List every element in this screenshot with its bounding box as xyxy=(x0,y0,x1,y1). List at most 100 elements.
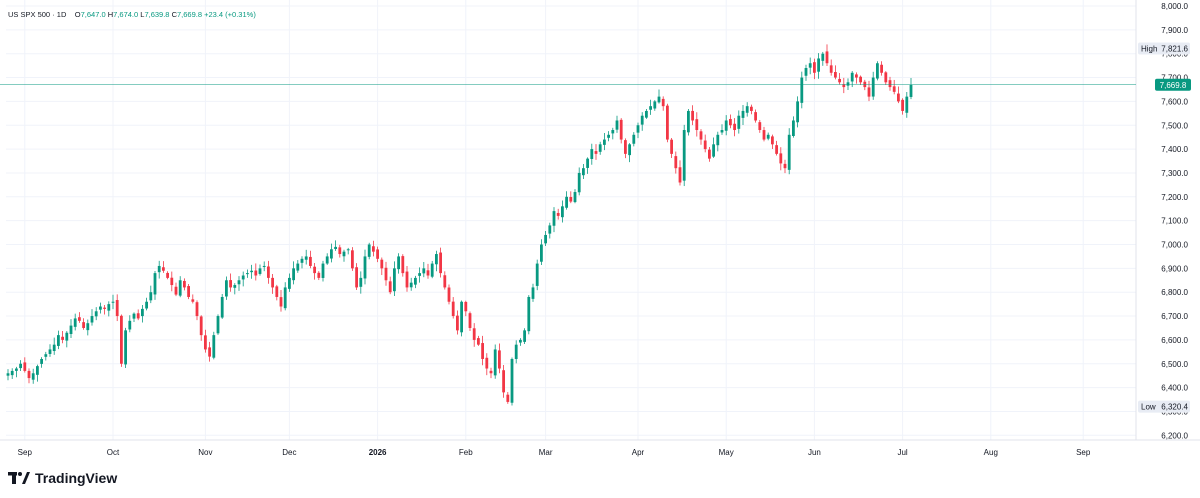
candle-body xyxy=(708,149,711,159)
candle xyxy=(888,76,892,91)
candle-body xyxy=(531,287,535,299)
candle-body xyxy=(603,139,606,145)
candle-body xyxy=(10,370,14,376)
symbol-name[interactable]: US SPX 500 xyxy=(8,10,51,19)
candle xyxy=(842,77,846,94)
candle xyxy=(10,368,14,379)
candle-body xyxy=(23,362,27,371)
candle-body xyxy=(40,358,43,364)
candle-body xyxy=(871,77,875,97)
candle-body xyxy=(69,325,73,334)
candle-body xyxy=(733,123,736,131)
candle xyxy=(27,368,31,384)
candle xyxy=(262,261,266,272)
candle-body xyxy=(128,320,132,330)
candle-body xyxy=(586,158,589,168)
candle-body xyxy=(628,144,631,156)
candle xyxy=(787,128,791,175)
candle-body xyxy=(632,134,636,144)
candle xyxy=(871,71,875,100)
x-tick-label: Sep xyxy=(1076,448,1091,457)
candle xyxy=(241,271,245,287)
candle-body xyxy=(519,339,522,343)
candle xyxy=(397,253,400,274)
candle-body xyxy=(863,81,867,88)
y-tick-label: 7,600.0 xyxy=(1161,97,1188,106)
low-marker-label: Low xyxy=(1141,403,1156,412)
tradingview-brand[interactable]: TradingView xyxy=(8,470,117,486)
candle xyxy=(859,75,862,85)
candle xyxy=(502,364,505,398)
candle xyxy=(519,338,522,346)
candle xyxy=(115,294,119,322)
candle xyxy=(208,341,211,362)
candle-body xyxy=(170,277,174,286)
candle xyxy=(107,301,111,317)
candle-body xyxy=(737,115,741,129)
x-tick-label: Oct xyxy=(107,448,120,457)
low-value: 7,639.8 xyxy=(144,10,170,19)
candle-body xyxy=(754,112,757,121)
candle-body xyxy=(262,265,266,267)
interval-label[interactable]: 1D xyxy=(56,10,67,19)
candle xyxy=(586,157,589,174)
candle-body xyxy=(380,259,384,269)
candle xyxy=(199,315,203,341)
candle-body xyxy=(829,65,833,73)
candle xyxy=(615,115,619,133)
candle xyxy=(170,271,174,292)
candle-body xyxy=(897,93,900,102)
candle xyxy=(510,357,514,406)
candle-body xyxy=(216,316,220,334)
candle xyxy=(687,108,690,136)
candle-body xyxy=(393,268,396,292)
candle xyxy=(733,118,736,137)
candle-body xyxy=(288,277,291,289)
candle-body xyxy=(556,212,560,216)
candle-body xyxy=(220,296,224,318)
candle-body xyxy=(464,301,468,312)
candle-body xyxy=(485,357,489,369)
y-tick-label: 6,900.0 xyxy=(1161,264,1188,273)
candle xyxy=(825,44,829,67)
candle xyxy=(880,61,883,76)
time-axis[interactable]: Sep Oct Nov Dec 2026 Feb Mar Apr May Jun Jul Aug Sep xyxy=(18,448,1091,457)
candle xyxy=(153,271,157,300)
candle xyxy=(296,260,300,273)
candle-body xyxy=(44,354,48,357)
high-label: H xyxy=(107,10,114,19)
candle xyxy=(603,132,606,151)
candle xyxy=(775,140,778,156)
candle xyxy=(225,276,228,300)
candle xyxy=(834,65,837,80)
candle xyxy=(472,323,476,347)
candle xyxy=(23,357,27,373)
candle xyxy=(422,262,426,278)
candle-body xyxy=(880,64,883,73)
candle-body xyxy=(325,256,329,264)
candle xyxy=(531,283,535,302)
candle xyxy=(418,267,421,283)
candle xyxy=(657,89,661,104)
candle-body xyxy=(771,136,774,145)
candle xyxy=(481,335,484,366)
candle xyxy=(195,300,199,321)
candle-body xyxy=(162,267,165,271)
tradingview-logo-icon xyxy=(8,472,30,484)
candle xyxy=(577,167,581,196)
candle xyxy=(409,277,413,291)
candle xyxy=(178,276,182,298)
candle-body xyxy=(666,105,669,140)
x-tick-label: Dec xyxy=(282,448,296,457)
candle xyxy=(846,78,850,91)
candle xyxy=(229,273,232,292)
candle xyxy=(653,100,657,111)
candle xyxy=(69,319,73,338)
candle xyxy=(355,263,358,290)
candle-body xyxy=(313,266,316,274)
high-marker-label: High xyxy=(1141,45,1157,54)
candle xyxy=(342,249,346,262)
candle-body xyxy=(212,335,216,358)
candle-body xyxy=(141,308,144,317)
